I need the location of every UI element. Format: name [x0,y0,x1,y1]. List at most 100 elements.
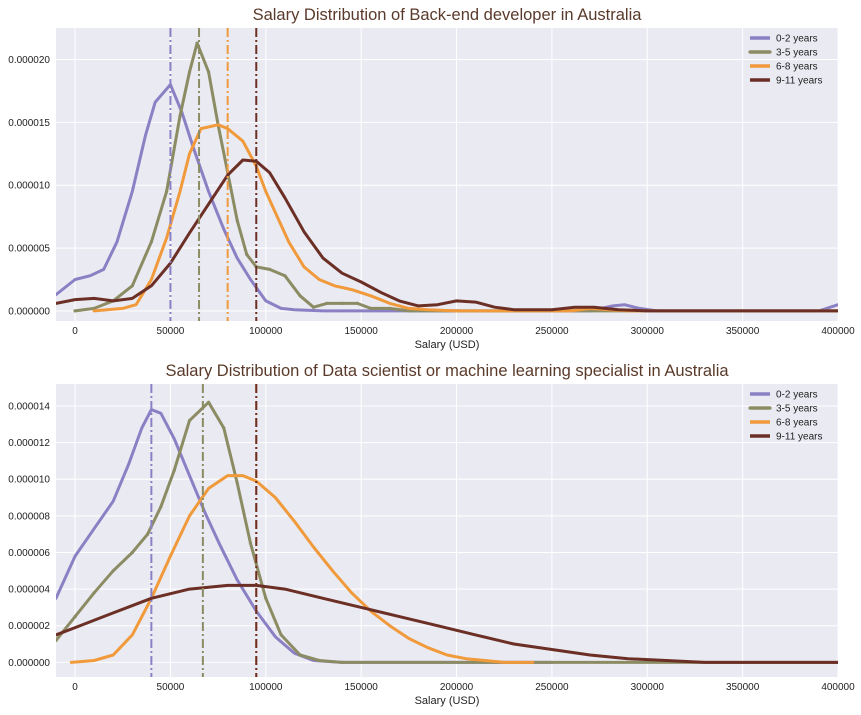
series-line-9-11-years [56,158,838,313]
legend-marker [763,406,767,410]
legend-marker [768,50,772,54]
x-tick-label: 0 [72,326,78,337]
plot-area [56,384,838,677]
series-marker [279,633,283,637]
x-tick-label: 50000 [157,682,185,693]
y-tick-label: 0.000015 [8,118,50,129]
legend-label: 6-8 years [776,418,818,429]
legend-label: 9-11 years [776,76,823,87]
series-marker [56,638,58,642]
legend-label: 3-5 years [776,404,818,415]
y-tick-label: 0.000004 [8,585,50,596]
y-tick-label: 0.000002 [8,621,50,632]
x-tick-label: 200000 [440,682,474,693]
legend: 0-2 years 3-5 years 6-8 years 9-11 years [748,390,823,443]
y-tick-label: 0.000012 [8,438,50,449]
series-marker [298,294,302,298]
y-tick-label: 0.000000 [8,306,50,317]
series-marker [187,70,192,74]
series-marker [340,301,344,305]
series-marker [130,550,134,555]
legend-label: 0-2 years [776,390,818,401]
x-tick-label: 250000 [535,682,569,693]
series-marker [298,653,302,657]
series-line-9-11-years [56,583,838,664]
series-marker [172,468,176,472]
x-tick-label: 300000 [631,326,665,337]
series-marker [248,541,253,545]
plot-area [56,28,838,321]
legend-marker [763,50,767,54]
series-line-0-2-years [56,408,554,664]
series-marker [340,660,344,665]
x-tick-label: 400000 [821,326,855,337]
series-marker [159,505,163,509]
x-tick-label: 0 [72,682,78,693]
series-marker [146,532,150,536]
x-tick-label: 350000 [726,682,760,693]
series-marker [130,284,134,288]
y-tick-label: 0.000014 [8,401,50,412]
series-marker [187,419,192,423]
x-tick-label: 150000 [344,682,378,693]
legend-label: 9-11 years [776,432,823,443]
series-marker [317,658,321,663]
legend-marker [758,50,762,54]
legend-marker [768,406,772,410]
x-tick-label: 200000 [440,326,474,337]
series-marker [235,481,239,485]
x-axis-label: Salary (USD) [415,339,480,351]
legend-marker [748,406,752,410]
series-marker [245,252,249,256]
legend-marker [753,406,757,410]
series-marker [369,306,373,310]
series-marker [149,240,153,244]
chart-title: Salary Distribution of Back-end develope… [253,6,643,24]
x-axis-label: Salary (USD) [415,695,480,707]
series-marker [73,615,77,619]
x-tick-label: 100000 [249,682,283,693]
series-line-6-8-years [92,123,838,313]
legend: 0-2 years 3-5 years 6-8 years 9-11 years [748,34,823,87]
series-marker [388,306,392,310]
series-marker [355,301,359,305]
x-tick-label: 350000 [726,326,760,337]
chart-title: Salary Distribution of Data scientist or… [165,362,729,380]
y-tick-label: 0.000008 [8,511,50,522]
x-tick-label: 100000 [249,326,283,337]
chart-1: 0 50000 100000 150000 200000 250000 300000 3500… [8,6,855,351]
series-marker [195,41,199,45]
series-marker [111,569,115,573]
series-marker [283,274,287,278]
y-tick-label: 0.000020 [8,55,50,66]
series-marker [92,591,96,595]
legend-label: 6-8 years [776,62,818,73]
series-marker [92,306,96,310]
legend-label: 0-2 years [776,34,818,45]
series-marker [325,301,329,305]
series-marker [222,426,226,430]
y-tick-label: 0.000005 [8,244,50,255]
series-marker [207,70,211,74]
series-marker [311,305,316,309]
series-marker [264,596,268,600]
legend-label: 3-5 years [776,48,818,59]
x-tick-label: 150000 [344,326,378,337]
x-tick-label: 400000 [821,682,855,693]
series-marker [235,218,239,222]
series-marker [178,114,182,118]
y-tick-label: 0.000000 [8,658,50,669]
x-tick-label: 50000 [157,326,185,337]
legend-marker [748,50,752,54]
y-tick-label: 0.000010 [8,181,50,192]
chart-2: 0 50000 100000 150000 200000 250000 300000 3500… [8,362,855,707]
x-tick-label: 300000 [631,682,665,693]
series-marker [268,267,272,271]
y-tick-label: 0.000006 [8,548,50,559]
series-line-0-2-years [56,83,838,313]
y-tick-label: 0.000010 [8,475,50,486]
legend-marker [753,50,757,54]
series-marker [165,189,169,194]
x-tick-label: 250000 [535,326,569,337]
